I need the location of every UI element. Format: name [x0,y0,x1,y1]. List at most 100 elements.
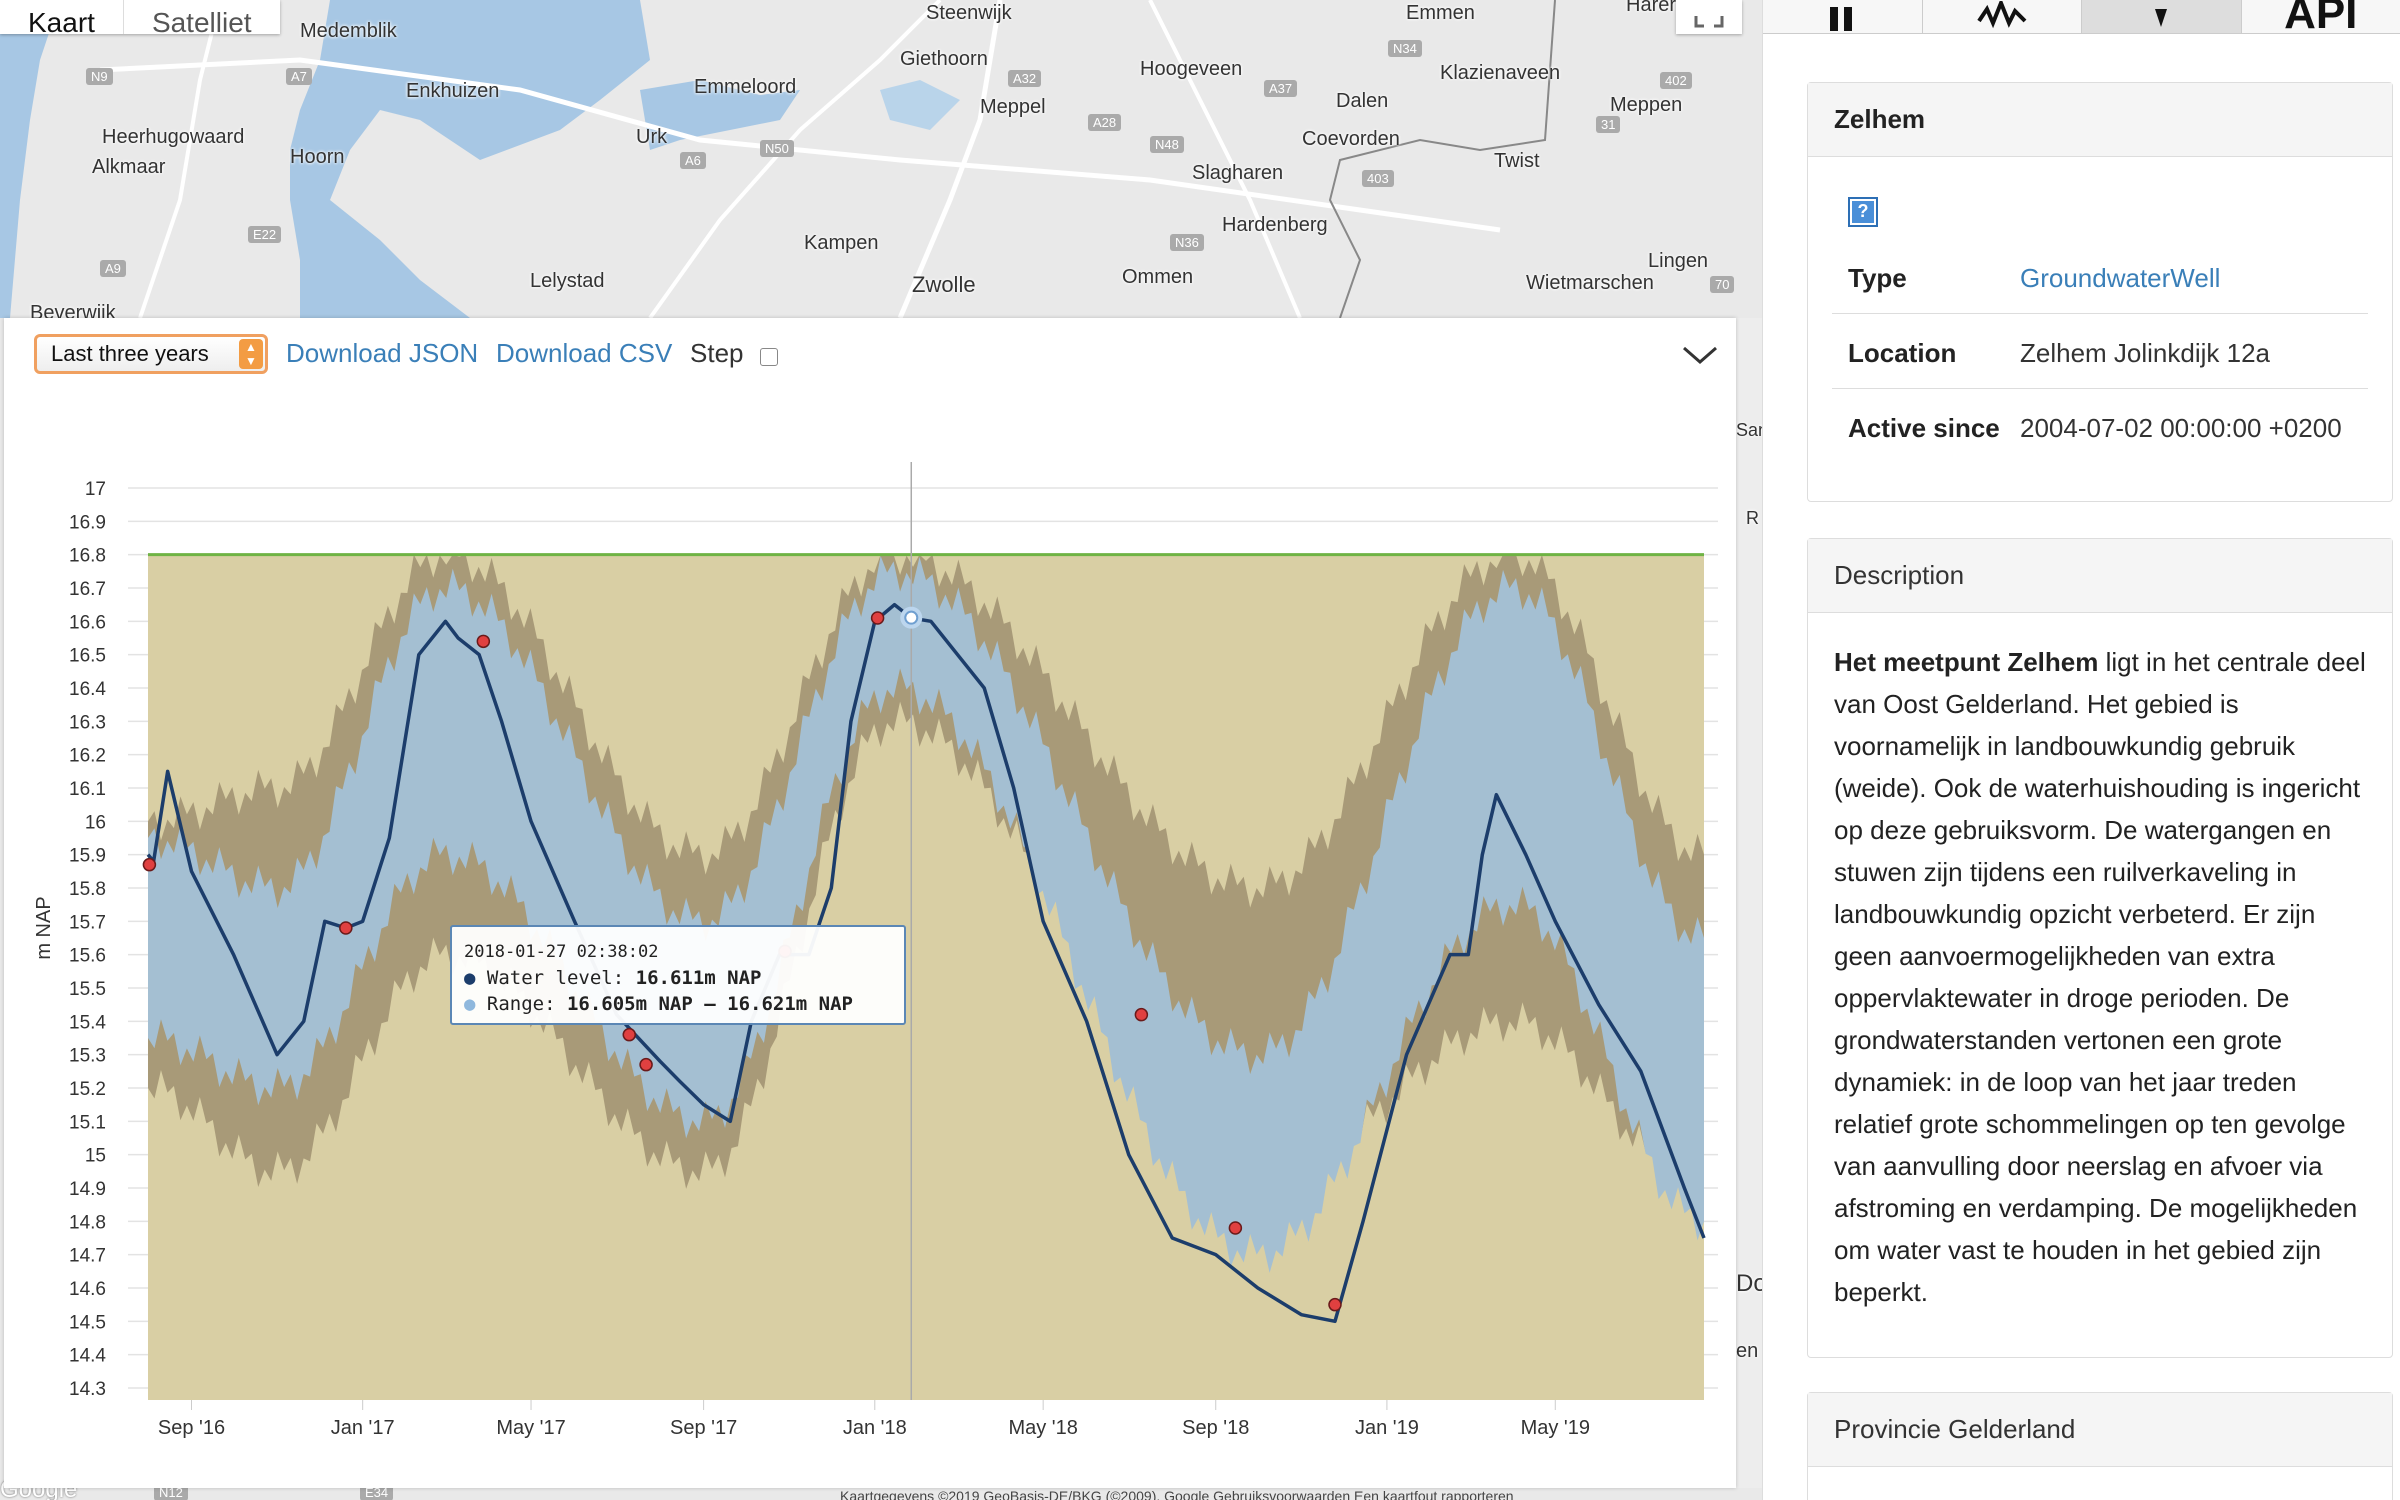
collapse-button[interactable] [1680,340,1720,370]
map-place-label: San [1736,420,1762,440]
info-row-location: Location Zelhem Jolinkdijk 12a [1832,314,2368,389]
map-place-label: Hardenberg [1222,214,1328,236]
description-card: Description Het meetpunt Zelhem ligt in … [1807,538,2393,1358]
download-json-link[interactable]: Download JSON [286,338,479,368]
y-axis-label: m NAP [33,896,55,959]
y-tick-label: 16.6 [69,612,106,633]
map-place-label: Emmeloord [694,76,797,98]
map-tab-satelliet[interactable]: Satelliet [122,0,280,34]
y-tick-label: 16.1 [69,779,106,800]
tab-api[interactable]: API [2241,0,2400,34]
sidebar-tabs: API [1763,0,2400,34]
step-checkbox[interactable] [760,348,778,366]
tooltip-water-value: 16.611m NAP [635,967,762,989]
waveform-icon [1977,1,2027,29]
download-csv-link[interactable]: Download CSV [496,338,673,368]
measurement-marker [639,1057,653,1072]
water-level-chart[interactable]: 17 16.9 16.8 16.7 16.6 16.5 16.4 16.3 16.2 16.1 16… [4,388,1736,1488]
tab-graph[interactable] [1922,0,2082,34]
y-tick-label: 16.2 [69,746,106,767]
y-tick-label: 14.6 [69,1279,106,1300]
map-place-label: Dalen [1336,90,1389,112]
road-badge: A7 [286,68,312,85]
range-band-inner [148,555,1704,1273]
map-place-label: Urk [636,126,668,148]
step-label: Step [690,338,744,368]
x-tick-label: Jan '19 [1355,1417,1419,1439]
y-tick-label: 16.4 [69,679,106,700]
map-place-label: Wietmarschen [1526,272,1654,294]
tooltip-date: 2018-01-27 02:38:02 [464,942,659,962]
info-icon [1830,7,1853,31]
road-badge: A37 [1264,80,1298,97]
measurement-marker [476,634,491,649]
map-place-label: Hoogeveen [1140,58,1243,80]
map-type-tabs: Kaart Satelliet [0,0,280,34]
info-value: 2004-07-02 00:00:00 +0200 [2020,413,2342,443]
y-tick-label: 16.3 [69,712,106,733]
road-badge: A9 [100,260,126,277]
y-tick-label: 14.8 [69,1212,106,1233]
description-lead: Het meetpunt Zelhem [1834,647,2099,677]
info-row-active-since: Active since 2004-07-02 00:00:00 +0200 [1832,389,2368,463]
y-tick-label: 15.9 [69,846,106,867]
chart-tooltip: 2018-01-27 02:38:02 ● Water level: 16.61… [450,925,906,1025]
y-tick-label: 14.9 [69,1179,106,1200]
y-tick-label: 15 [85,1146,106,1167]
station-title: Zelhem [1808,83,2392,157]
measurement-marker [1228,1221,1243,1235]
fullscreen-button[interactable] [1676,0,1742,34]
water-level-line [146,602,1706,1324]
map-place-label: Zwolle [912,272,976,297]
map-place-label: Steenwijk [926,2,1012,24]
station-type-link[interactable]: GroundwaterWell [2020,263,2221,293]
province-card: Provincie Gelderland [1807,1392,2393,1500]
y-tick-label: 16.5 [69,646,106,667]
map-place-label: en [1736,1340,1759,1362]
fullscreen-icon [1694,16,1724,28]
help-icon[interactable]: ? [1848,197,1878,227]
info-row-type: Type GroundwaterWell [1832,239,2368,314]
road-badge: A6 [680,152,706,169]
tooltip-range-value: 16.605m NAP – 16.621m NAP [566,993,853,1015]
map-place-label: Klazienaveen [1440,62,1561,84]
road-badge: N36 [1170,234,1204,251]
province-title[interactable]: Provincie Gelderland [1808,1393,2392,1467]
y-tick-label: 15.5 [69,979,106,1000]
map-place-label: Ommen [1122,266,1194,288]
y-tick-label: 15.1 [69,1112,106,1133]
tab-location[interactable] [2082,0,2242,34]
road-badge: N9 [86,68,113,85]
map-place-label: Medemblik [300,20,397,42]
description-text: Het meetpunt Zelhem ligt in het centrale… [1808,613,2392,1341]
road-badge: A32 [1008,70,1042,87]
y-tick-label: 15.4 [69,1012,106,1033]
info-value: Zelhem Jolinkdijk 12a [2020,338,2271,368]
measurement-marker [1134,1007,1149,1022]
road-badge: N48 [1150,136,1184,153]
map-place-label: Kampen [804,232,879,254]
y-tick-label: 15.7 [69,912,106,933]
map-place-label: Lingen [1648,250,1709,272]
time-range-select[interactable]: Last three years ▲ ▼ [34,334,268,374]
y-tick-label: 16.9 [69,512,106,533]
info-key: Type [1848,263,1907,293]
measurement-marker [339,921,353,935]
measurement-marker [870,611,885,625]
road-badge: 70 [1710,276,1735,293]
road-badge: N34 [1388,40,1422,57]
tab-info[interactable] [1763,0,1923,34]
x-tick-label: May '19 [1521,1417,1590,1439]
measurement-marker [622,1027,637,1042]
x-tick-label: Sep '16 [158,1417,225,1439]
map-tab-kaart[interactable]: Kaart [28,7,95,35]
map-place-label: Meppel [980,96,1046,118]
map-place-label: Twist [1494,150,1540,172]
chart-panel: Last three years ▲ ▼ Download JSON Downlo… [4,318,1736,1488]
map-place-label: Emmen [1406,2,1475,24]
map-place-label: Slagharen [1192,162,1284,184]
tooltip-range-label: Range: [486,993,567,1015]
map-place-label: Hoorn [290,146,345,168]
map-attribution[interactable]: Kaartgegevens ©2019 GeoBasis-DE/BKG (©20… [840,1488,1514,1500]
